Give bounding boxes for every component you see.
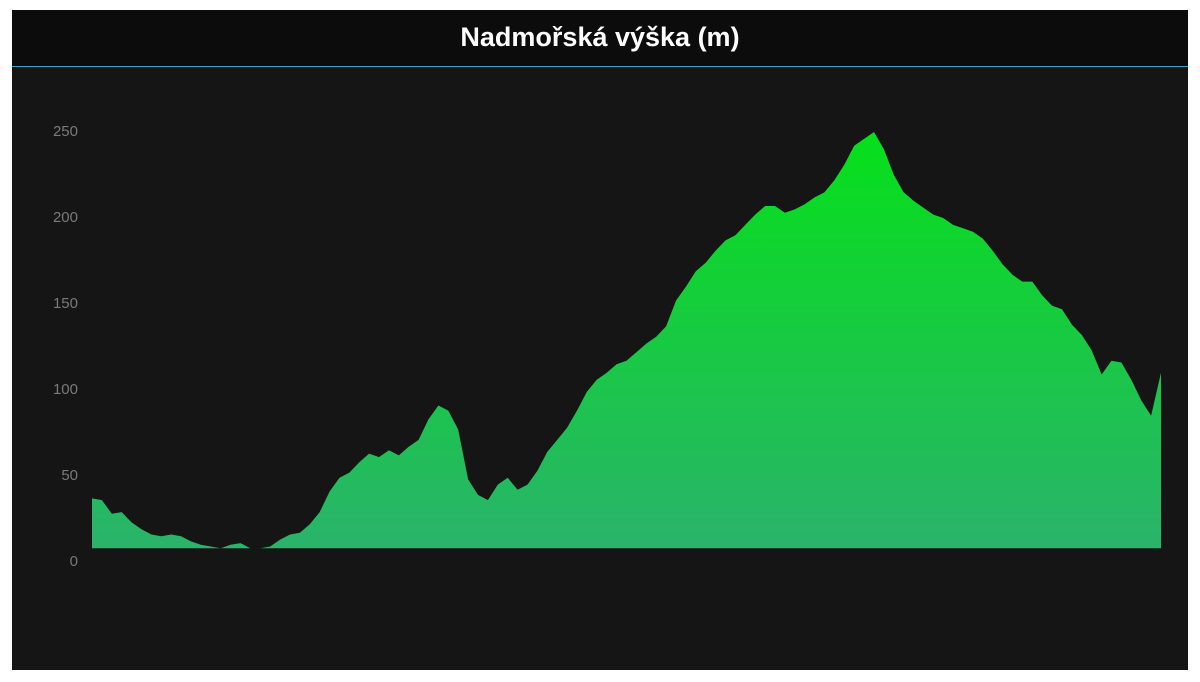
y-tick-label: 200 [53,209,78,226]
y-tick-label: 100 [53,381,78,398]
elevation-area [92,132,1161,549]
y-tick-label: 50 [61,467,78,484]
y-tick-label: 0 [70,553,78,570]
y-tick-label: 150 [53,295,78,312]
chart-title: Nadmořská výška (m) [12,10,1188,67]
y-tick-label: 250 [53,123,78,140]
